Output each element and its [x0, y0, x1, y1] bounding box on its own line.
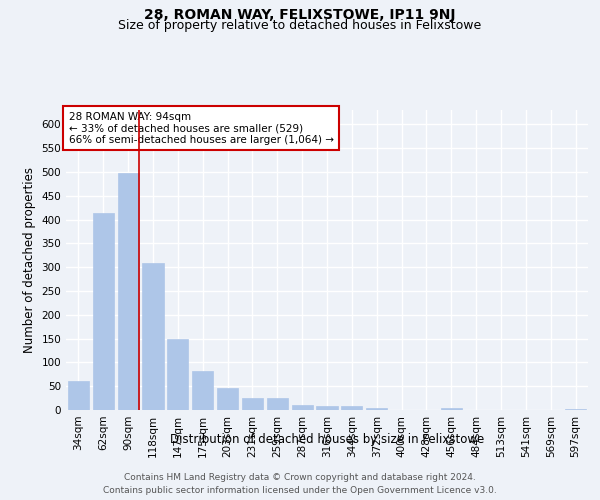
Bar	[118, 174, 139, 410]
Bar	[267, 398, 288, 410]
Y-axis label: Number of detached properties: Number of detached properties	[23, 167, 36, 353]
Bar	[441, 408, 462, 410]
Bar	[142, 264, 164, 410]
Bar	[316, 406, 338, 410]
Bar	[192, 371, 213, 410]
Bar	[292, 405, 313, 410]
Text: 28, ROMAN WAY, FELIXSTOWE, IP11 9NJ: 28, ROMAN WAY, FELIXSTOWE, IP11 9NJ	[144, 8, 456, 22]
Bar	[217, 388, 238, 410]
Bar	[68, 382, 89, 410]
Text: 28 ROMAN WAY: 94sqm
← 33% of detached houses are smaller (529)
66% of semi-detac: 28 ROMAN WAY: 94sqm ← 33% of detached ho…	[68, 112, 334, 144]
Bar	[565, 408, 586, 410]
Text: Size of property relative to detached houses in Felixstowe: Size of property relative to detached ho…	[118, 19, 482, 32]
Bar	[242, 398, 263, 410]
Text: Distribution of detached houses by size in Felixstowe: Distribution of detached houses by size …	[170, 432, 484, 446]
Bar	[341, 406, 362, 410]
Text: Contains HM Land Registry data © Crown copyright and database right 2024.
Contai: Contains HM Land Registry data © Crown c…	[103, 474, 497, 495]
Bar	[93, 214, 114, 410]
Bar	[167, 338, 188, 410]
Bar	[366, 408, 387, 410]
